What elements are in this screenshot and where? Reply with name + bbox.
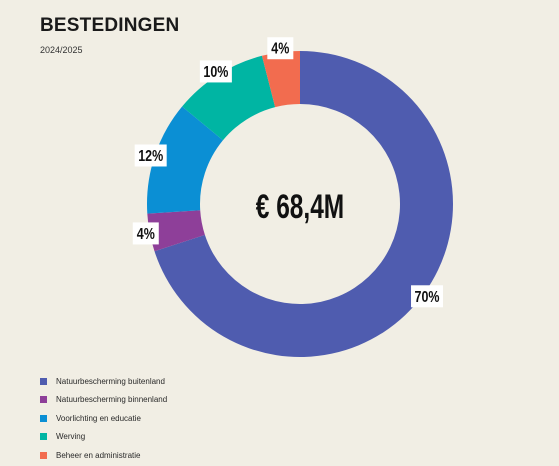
legend-label: Werving [56, 432, 86, 442]
slice-werving [182, 55, 276, 141]
legend-swatch [40, 414, 47, 422]
slice-beheer-en-administratie [261, 51, 300, 108]
donut-chart: 70% 4% 12% 10% 4% € 68,4M [132, 37, 454, 358]
value-label-voorlichting-en-educatie: 12% [134, 144, 167, 167]
value-label-natuurbescherming-buitenland: 70% [411, 285, 444, 308]
center-total-label: € 68,4M [256, 188, 344, 226]
svg-text:12%: 12% [138, 148, 163, 166]
value-label-natuurbescherming-binnenland: 4% [132, 222, 159, 245]
legend-item-werving: Werving [40, 428, 167, 447]
legend-item-voorlichting-en-educatie: Voorlichting en educatie [40, 409, 167, 428]
legend-item-natuurbescherming-buitenland: Natuurbescherming buitenland [40, 372, 167, 391]
legend-swatch [40, 377, 47, 385]
legend-swatch [40, 451, 47, 459]
svg-text:70%: 70% [415, 288, 440, 306]
slice-voorlichting-en-educatie [147, 106, 223, 214]
legend-label: Voorlichting en educatie [56, 413, 141, 423]
value-label-werving: 10% [199, 60, 232, 83]
legend-swatch [40, 433, 47, 441]
legend-item-beheer-en-administratie: Beheer en administratie [40, 446, 167, 465]
svg-text:4%: 4% [137, 226, 155, 244]
value-label-beheer-en-administratie: 4% [267, 37, 294, 60]
slice-natuurbescherming-binnenland [147, 210, 205, 252]
legend-label: Natuurbescherming buitenland [56, 376, 165, 386]
chart-title: BESTEDINGEN [40, 15, 180, 36]
svg-text:10%: 10% [203, 64, 228, 82]
legend-item-natuurbescherming-binnenland: Natuurbescherming binnenland [40, 391, 167, 410]
slice-natuurbescherming-buitenland [154, 51, 454, 358]
legend-label: Beheer en administratie [56, 450, 141, 460]
legend-label: Natuurbescherming binnenland [56, 395, 168, 405]
legend: Natuurbescherming buitenland Natuurbesche… [40, 372, 167, 465]
legend-swatch [40, 396, 47, 404]
svg-text:4%: 4% [271, 40, 289, 58]
chart-subtitle: 2024/2025 [40, 45, 83, 55]
